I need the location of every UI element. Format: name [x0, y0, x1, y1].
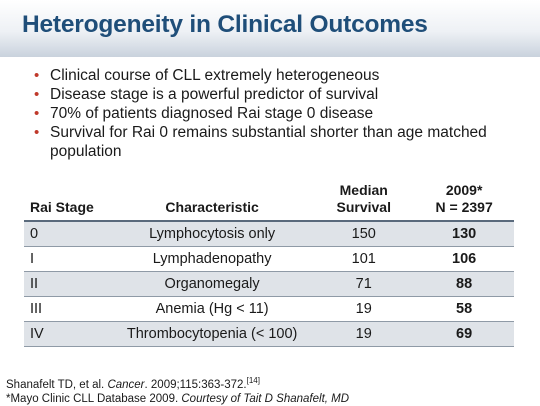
rai-stage-table: Rai Stage Characteristic Median Survival … — [24, 182, 514, 347]
bullet-list: • Clinical course of CLL extremely hetero… — [34, 66, 514, 161]
cell-characteristic: Lymphadenopathy — [110, 246, 314, 272]
bullet-item: • Clinical course of CLL extremely hetero… — [34, 67, 380, 84]
citation-line: Shanafelt TD, et al. Cancer. 2009;115:36… — [6, 376, 260, 391]
cell-n: 69 — [414, 321, 514, 347]
cell-stage: IV — [24, 321, 111, 347]
header-characteristic: Characteristic — [110, 182, 314, 222]
cell-characteristic: Anemia (Hg < 11) — [110, 296, 314, 322]
cell-survival: 71 — [313, 271, 415, 297]
header-n: 2009* N = 2397 — [414, 182, 514, 222]
table-row: IV Thrombocytopenia (< 100) 19 69 — [24, 321, 514, 347]
cell-characteristic: Thrombocytopenia (< 100) — [110, 321, 314, 347]
cell-survival: 19 — [313, 321, 415, 347]
cell-n: 58 — [414, 296, 514, 322]
title-band: Heterogeneity in Clinical Outcomes — [0, 0, 540, 57]
table-header-row: Rai Stage Characteristic Median Survival … — [24, 182, 514, 222]
cell-characteristic: Organomegaly — [110, 271, 314, 297]
cell-stage: II — [24, 271, 111, 297]
bullet-icon: • — [34, 124, 40, 141]
slide-title: Heterogeneity in Clinical Outcomes — [22, 11, 428, 38]
bullet-icon: • — [34, 67, 40, 84]
bullet-icon: • — [34, 86, 40, 103]
cell-stage: I — [24, 246, 111, 272]
cell-n: 106 — [414, 246, 514, 272]
cell-stage: 0 — [24, 221, 111, 247]
cell-survival: 150 — [313, 221, 415, 247]
bullet-item: • 70% of patients diagnosed Rai stage 0 d… — [34, 105, 374, 122]
cell-survival: 19 — [313, 296, 415, 322]
cell-n: 130 — [414, 221, 514, 247]
cell-characteristic: Lymphocytosis only — [110, 221, 314, 247]
table-row: II Organomegaly 71 88 — [24, 271, 514, 297]
table-row: I Lymphadenopathy 101 106 — [24, 246, 514, 272]
bullet-icon: • — [34, 105, 40, 122]
bullet-item: • Survival for Rai 0 remains substantial … — [34, 124, 487, 160]
footnotes: Shanafelt TD, et al. Cancer. 2009;115:36… — [6, 374, 349, 406]
header-survival: Median Survival — [313, 182, 415, 222]
cell-survival: 101 — [313, 246, 415, 272]
table-row: 0 Lymphocytosis only 150 130 — [24, 221, 514, 247]
cell-stage: III — [24, 296, 111, 322]
bullet-item: • Disease stage is a powerful predictor o… — [34, 86, 379, 103]
cell-n: 88 — [414, 271, 514, 297]
source-line: *Mayo Clinic CLL Database 2009. Courtesy… — [6, 392, 350, 405]
table-row: III Anemia (Hg < 11) 19 58 — [24, 296, 514, 322]
header-stage: Rai Stage — [24, 182, 111, 222]
